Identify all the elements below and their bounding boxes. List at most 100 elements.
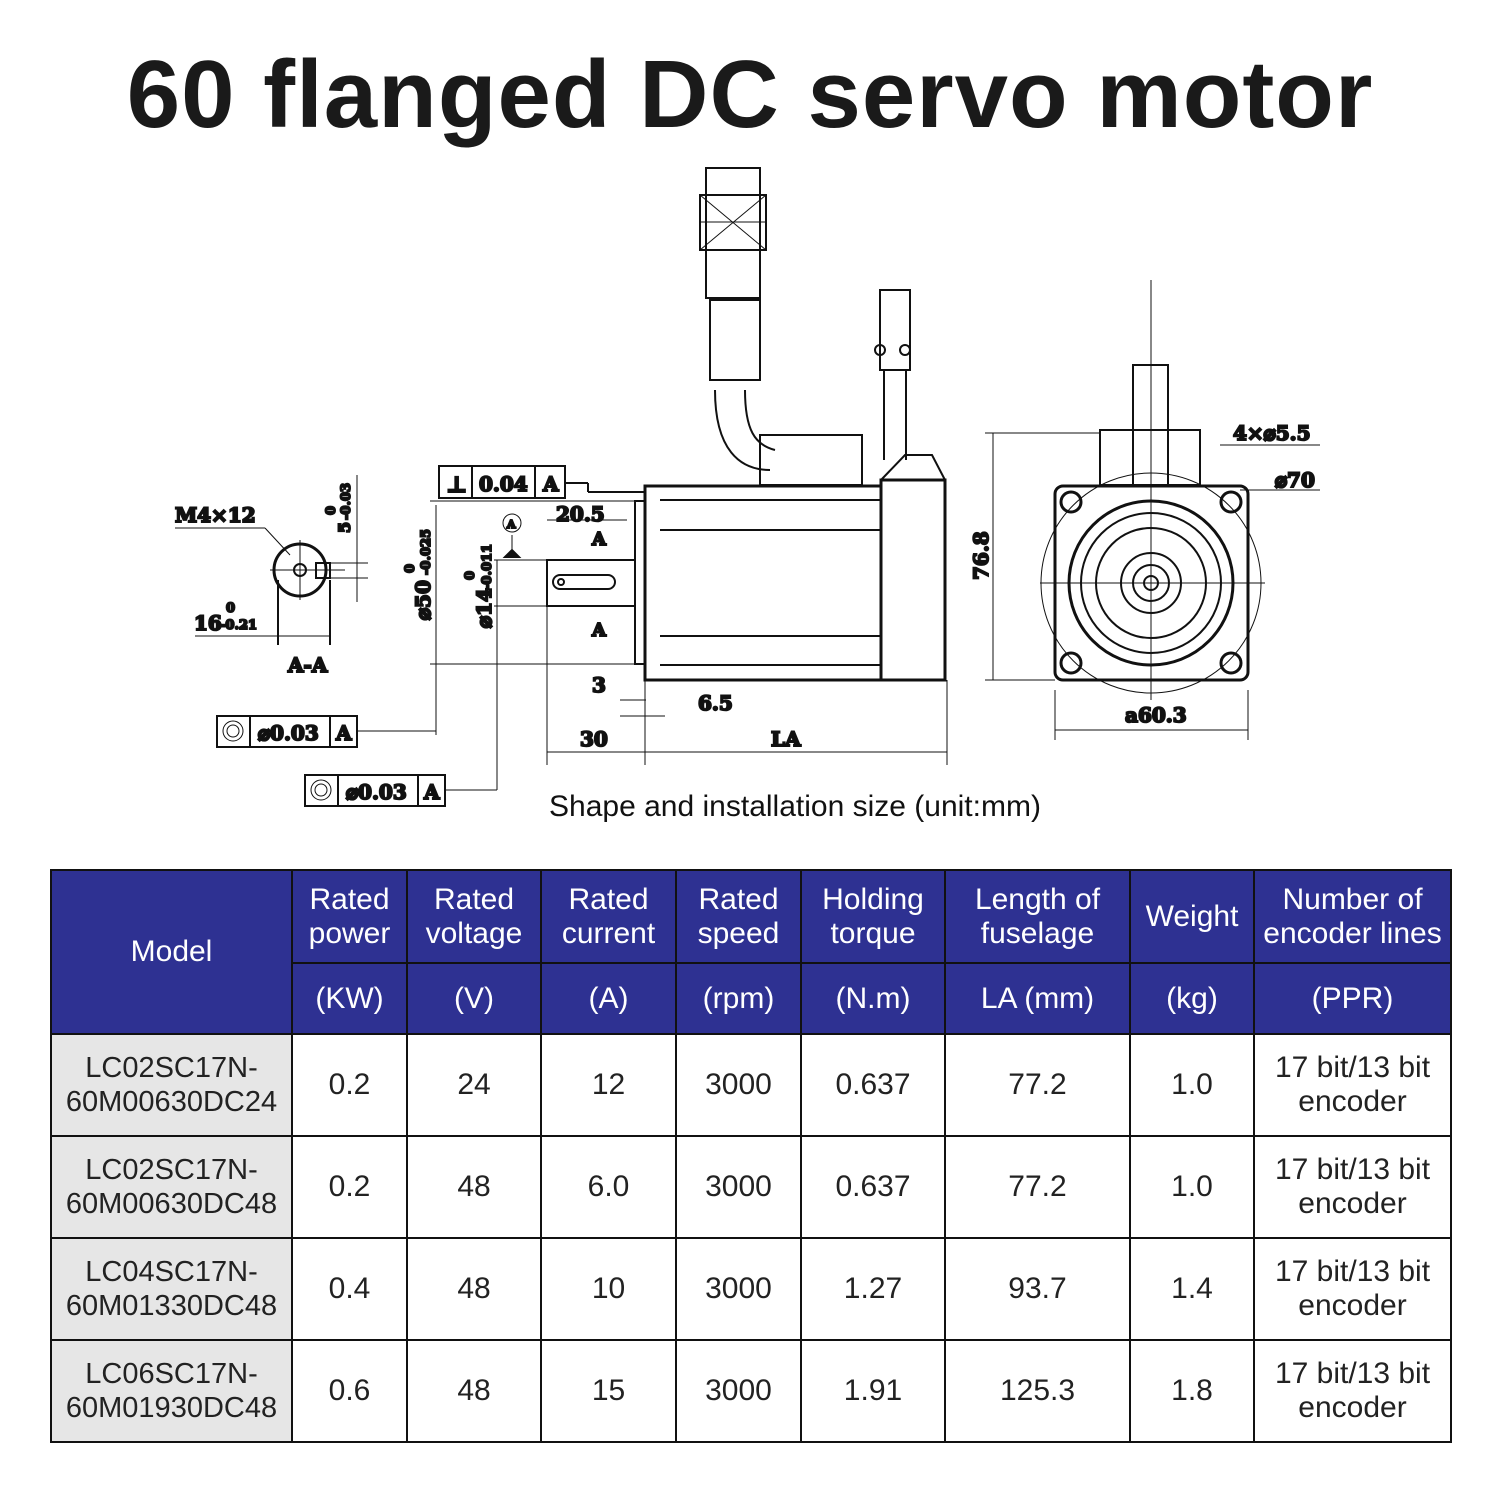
key-depth-tol-upper: 0 — [226, 601, 235, 616]
unit-current: (A) — [540, 962, 677, 1035]
perpendicularity-value: 0.04 — [479, 472, 528, 496]
section-label: A-A — [287, 653, 328, 677]
cell-length: 125.3 — [944, 1339, 1131, 1443]
cell-weight: 1.4 — [1129, 1237, 1255, 1341]
page-title: 60 flanged DC servo motor — [126, 41, 1374, 148]
key-depth-tol-lower: -0.21 — [220, 618, 257, 633]
dimension-drawing: M4×12 5 0 -0.03 16 0 -0.21 A-A ⊥ 0.04 A … — [174, 167, 1320, 807]
motor-body-side — [643, 167, 947, 682]
cell-model: LC02SC17N-60M00630DC48 — [50, 1135, 293, 1239]
cell-rated-power: 0.2 — [291, 1135, 408, 1239]
cell-model: LC06SC17N-60M01930DC48 — [50, 1339, 293, 1443]
cell-holding-torque: 0.637 — [800, 1135, 946, 1239]
header-row: Model Rated power Rated voltage Rated cu… — [50, 869, 1452, 1035]
concentricity-1-datum: A — [335, 721, 352, 745]
header-weight: Weight — [1129, 869, 1255, 964]
perpendicularity-symbol: ⊥ — [446, 472, 467, 498]
flange-thickness-label: 3 — [592, 673, 606, 697]
concentricity-1-value: ⌀0.03 — [258, 721, 319, 745]
unit-length: LA (mm) — [944, 962, 1131, 1035]
shaft-tol-lower: -0.011 — [480, 544, 495, 590]
cell-rated-voltage: 48 — [406, 1339, 542, 1443]
encoder-text: 17 bit/13 bit encoder — [1274, 1255, 1431, 1322]
pcd-label: ⌀70 — [1275, 468, 1315, 492]
cell-rated-power: 0.2 — [291, 1033, 408, 1137]
unit-torque: (N.m) — [800, 962, 946, 1035]
shaft-length-label: 20.5 — [556, 502, 605, 526]
cell-rated-voltage: 48 — [406, 1135, 542, 1239]
cell-holding-torque: 1.91 — [800, 1339, 946, 1443]
flange-square-label: a60.3 — [1125, 703, 1187, 727]
table-row: LC02SC17N-60M00630DC24 0.2 24 12 3000 0.637 77… — [50, 1033, 1452, 1137]
model-name: LC02SC17N-60M00630DC24 — [65, 1052, 278, 1118]
key-width-tol-upper: 0 — [324, 506, 339, 515]
section-mark-bottom: A — [591, 620, 607, 641]
cell-holding-torque: 0.637 — [800, 1033, 946, 1137]
table-row: LC02SC17N-60M00630DC48 0.2 48 6.0 3000 0.637 7… — [50, 1135, 1452, 1239]
model-name: LC04SC17N-60M01330DC48 — [65, 1256, 278, 1322]
datum-label: A — [542, 472, 559, 496]
cell-rated-current: 10 — [540, 1237, 677, 1341]
table-row: LC04SC17N-60M01330DC48 0.4 48 10 3000 1.27 93.… — [50, 1237, 1452, 1341]
header-model: Model — [50, 869, 293, 1035]
cell-rated-speed: 3000 — [675, 1135, 802, 1239]
model-name: LC02SC17N-60M00630DC48 — [65, 1154, 278, 1220]
drawing-caption: Shape and installation size (unit:mm) — [549, 790, 1041, 823]
key-depth-label: 16 — [194, 611, 222, 635]
unit-speed: (rpm) — [675, 962, 802, 1035]
spec-table: Model Rated power Rated voltage Rated cu… — [50, 869, 1452, 1443]
cell-rated-speed: 3000 — [675, 1237, 802, 1341]
encoder-text: 17 bit/13 bit encoder — [1274, 1153, 1431, 1220]
header-rated-current: Rated current — [540, 869, 677, 964]
cell-length: 77.2 — [944, 1135, 1131, 1239]
section-mark-top: A — [591, 529, 607, 550]
spigot-tol-lower: -0.025 — [419, 529, 434, 575]
spigot-depth-label: 6.5 — [698, 691, 733, 715]
concentricity-2-value: ⌀0.03 — [346, 780, 407, 804]
spigot-label: ⌀50 — [411, 580, 435, 620]
cell-weight: 1.0 — [1129, 1033, 1255, 1137]
cell-encoder: 17 bit/13 bit encoder — [1253, 1135, 1452, 1239]
shaft-tol-upper: 0 — [463, 571, 478, 580]
body-length-label: LA — [771, 727, 801, 751]
encoder-text: 17 bit/13 bit encoder — [1274, 1357, 1431, 1424]
cell-weight: 1.0 — [1129, 1135, 1255, 1239]
thread-label: M4×12 — [175, 503, 256, 527]
header-rated-power: Rated power — [291, 869, 408, 964]
cell-length: 93.7 — [944, 1237, 1131, 1341]
table-row: LC06SC17N-60M01930DC48 0.6 48 15 3000 1.91 125… — [50, 1339, 1452, 1443]
header-rated-speed: Rated speed — [675, 869, 802, 964]
cell-model: LC04SC17N-60M01330DC48 — [50, 1237, 293, 1341]
cell-rated-power: 0.6 — [291, 1339, 408, 1443]
shaft-extension-label: 30 — [580, 727, 608, 751]
cell-encoder: 17 bit/13 bit encoder — [1253, 1033, 1452, 1137]
cell-rated-speed: 3000 — [675, 1339, 802, 1443]
unit-voltage: (V) — [406, 962, 542, 1035]
unit-power: (KW) — [291, 962, 408, 1035]
cell-weight: 1.8 — [1129, 1339, 1255, 1443]
cell-encoder: 17 bit/13 bit encoder — [1253, 1237, 1452, 1341]
unit-encoder: (PPR) — [1253, 962, 1452, 1035]
cell-rated-current: 6.0 — [540, 1135, 677, 1239]
header-encoder: Number of encoder lines — [1253, 869, 1452, 964]
holes-label: 4×⌀5.5 — [1233, 421, 1311, 445]
cell-encoder: 17 bit/13 bit encoder — [1253, 1339, 1452, 1443]
spigot-tol-upper: 0 — [403, 564, 418, 573]
section-a-a — [175, 475, 368, 645]
header-rated-voltage: Rated voltage — [406, 869, 542, 964]
key-width-tol-lower: -0.03 — [339, 483, 354, 520]
header-holding-torque: Holding torque — [800, 869, 946, 964]
height-label: 76.8 — [969, 531, 993, 580]
cell-holding-torque: 1.27 — [800, 1237, 946, 1341]
encoder-text: 17 bit/13 bit encoder — [1274, 1051, 1431, 1118]
header-length: Length of fuselage — [944, 869, 1131, 964]
cell-rated-power: 0.4 — [291, 1237, 408, 1341]
shaft-label: ⌀14 — [472, 588, 496, 628]
cell-rated-current: 12 — [540, 1033, 677, 1137]
cell-rated-voltage: 24 — [406, 1033, 542, 1137]
cell-rated-speed: 3000 — [675, 1033, 802, 1137]
unit-weight: (kg) — [1129, 962, 1255, 1035]
cell-length: 77.2 — [944, 1033, 1131, 1137]
key-width-label: 5 — [335, 522, 354, 533]
motor-front-view — [985, 280, 1320, 740]
